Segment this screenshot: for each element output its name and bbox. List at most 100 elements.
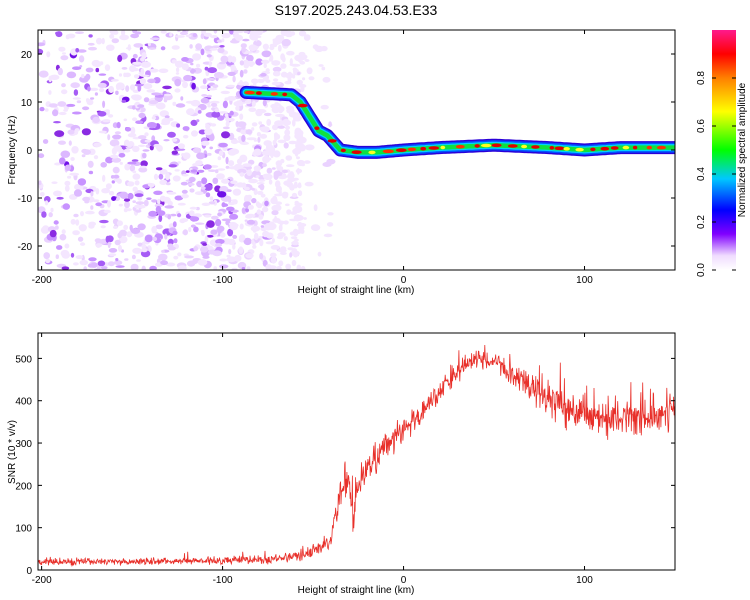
spectrogram-speckle — [70, 218, 76, 225]
spectrogram-speckle — [97, 260, 106, 267]
spectrogram-speckle — [290, 236, 298, 240]
spectrogram-speckle — [289, 184, 295, 191]
spectrogram-speckle — [205, 192, 211, 198]
spectrogram-speckle — [207, 152, 212, 156]
spectrogram-speckle — [274, 180, 281, 188]
spectrogram-speckle — [185, 34, 192, 38]
spectrogram-speckle — [101, 188, 110, 194]
spectrogram-speckle — [38, 48, 44, 55]
spectrogram-speckle — [278, 224, 283, 232]
spectrogram-speckle — [60, 150, 71, 158]
spectrogram-speckle — [241, 267, 246, 270]
spectrogram-speckle — [125, 47, 132, 50]
ridge-peak — [622, 145, 630, 150]
spectrogram-speckle — [220, 232, 226, 238]
spectrogram-speckle — [118, 203, 123, 207]
spectrogram-speckle — [123, 198, 131, 202]
spectrogram-speckle — [146, 122, 157, 129]
spectrogram-speckle — [265, 143, 274, 151]
spectrogram-speckle — [294, 133, 304, 140]
spectrogram-speckle — [189, 260, 199, 265]
spectrogram-speckle — [153, 143, 161, 148]
spectrogram-speckle — [293, 229, 303, 234]
spectrogram-speckle — [221, 203, 229, 207]
spectrogram-speckle — [95, 243, 103, 248]
ridge-peak — [600, 146, 610, 151]
spectrogram-speckle — [55, 31, 60, 35]
spectrogram-speckle — [159, 169, 168, 175]
spectrogram-speckle — [181, 189, 188, 194]
spectrogram-plot — [38, 30, 675, 270]
spectrogram-speckle — [159, 179, 168, 185]
spectrogram-speckle — [251, 127, 255, 131]
spectrogram-speckle — [144, 234, 153, 243]
spectrogram-speckle — [274, 193, 284, 197]
spectrogram-speckle — [78, 55, 85, 63]
ridge-peak — [549, 146, 555, 150]
spectrogram-speckle — [272, 150, 281, 158]
spectrogram-speckle — [212, 250, 222, 257]
snr-ytick-label: 0 — [26, 566, 32, 577]
spectrogram-speckle — [133, 43, 143, 48]
spectrogram-speckle — [163, 139, 170, 142]
spectrogram-speckle — [107, 200, 111, 208]
spectrogram-speckle — [241, 123, 246, 130]
spectrogram-speckle — [287, 177, 296, 183]
ridge-peak — [420, 146, 427, 151]
ridge-peak — [282, 92, 288, 97]
spectrogram-speckle — [172, 175, 181, 182]
spectrogram-speckle — [121, 249, 124, 253]
spectrogram-speckle — [174, 195, 184, 201]
spectrogram-speckle — [190, 62, 194, 66]
ridge-peak — [575, 147, 584, 152]
ridge-peak — [270, 92, 278, 96]
spectrogram-speckle — [85, 210, 95, 215]
ridge-peak — [314, 126, 320, 130]
ridge-peak — [632, 145, 638, 150]
spectrogram-speckle — [217, 212, 223, 217]
ridge-peak — [474, 144, 480, 148]
spectrogram-speckle — [172, 101, 177, 106]
spectrogram-speckle — [186, 108, 195, 116]
spectrogram-speckle — [225, 165, 230, 169]
spectrogram-speckle — [327, 212, 334, 216]
spectrogram-speckle — [248, 44, 257, 51]
colorbar-tick-label: 0.8 — [696, 71, 707, 85]
spectrogram-speckle — [103, 209, 111, 214]
spectrogram-speckle — [219, 264, 229, 269]
spectrogram-speckle — [127, 161, 137, 165]
spectrogram-speckle — [255, 201, 260, 207]
ridge-peak — [327, 139, 337, 143]
spectrogram-speckle — [150, 37, 160, 40]
spectrogram-speckle — [132, 61, 142, 65]
spectrogram-speckle — [72, 230, 80, 236]
snr-ytick-label: 300 — [15, 439, 32, 450]
spectrogram-speckle — [102, 119, 111, 123]
spectrogram-speckle — [124, 258, 129, 261]
spectrogram-speckle — [202, 255, 210, 259]
spectrogram-speckle — [192, 33, 198, 38]
spectrogram-speckle — [117, 193, 126, 197]
spectrogram-speckle — [129, 164, 136, 172]
colorbar-tick-label: 0.0 — [696, 263, 707, 277]
ridge-peak — [244, 90, 255, 95]
spectrogram-speckle — [242, 38, 250, 42]
spectrogram-speckle — [61, 266, 70, 270]
spectrogram-speckle — [252, 244, 257, 249]
spectrogram-speckle — [80, 211, 84, 217]
spectrogram-speckle — [322, 76, 331, 83]
spectrogram-speckle — [277, 232, 286, 238]
spectrogram-speckle — [141, 248, 148, 253]
spectrogram-speckle — [84, 200, 90, 204]
spectrogram-speckle — [222, 126, 230, 130]
spectrogram-speckle — [196, 119, 200, 123]
spectrogram-speckle — [143, 199, 149, 207]
spectrogram-speckle — [177, 213, 182, 218]
spectrogram-speckle — [61, 83, 66, 88]
spectrogram-speckle — [284, 129, 291, 136]
spectrogram-speckle — [140, 57, 145, 62]
spectrogram-speckle — [171, 45, 180, 50]
spectrogram-speckle — [138, 112, 146, 119]
spectrogram-speckle — [161, 249, 165, 253]
